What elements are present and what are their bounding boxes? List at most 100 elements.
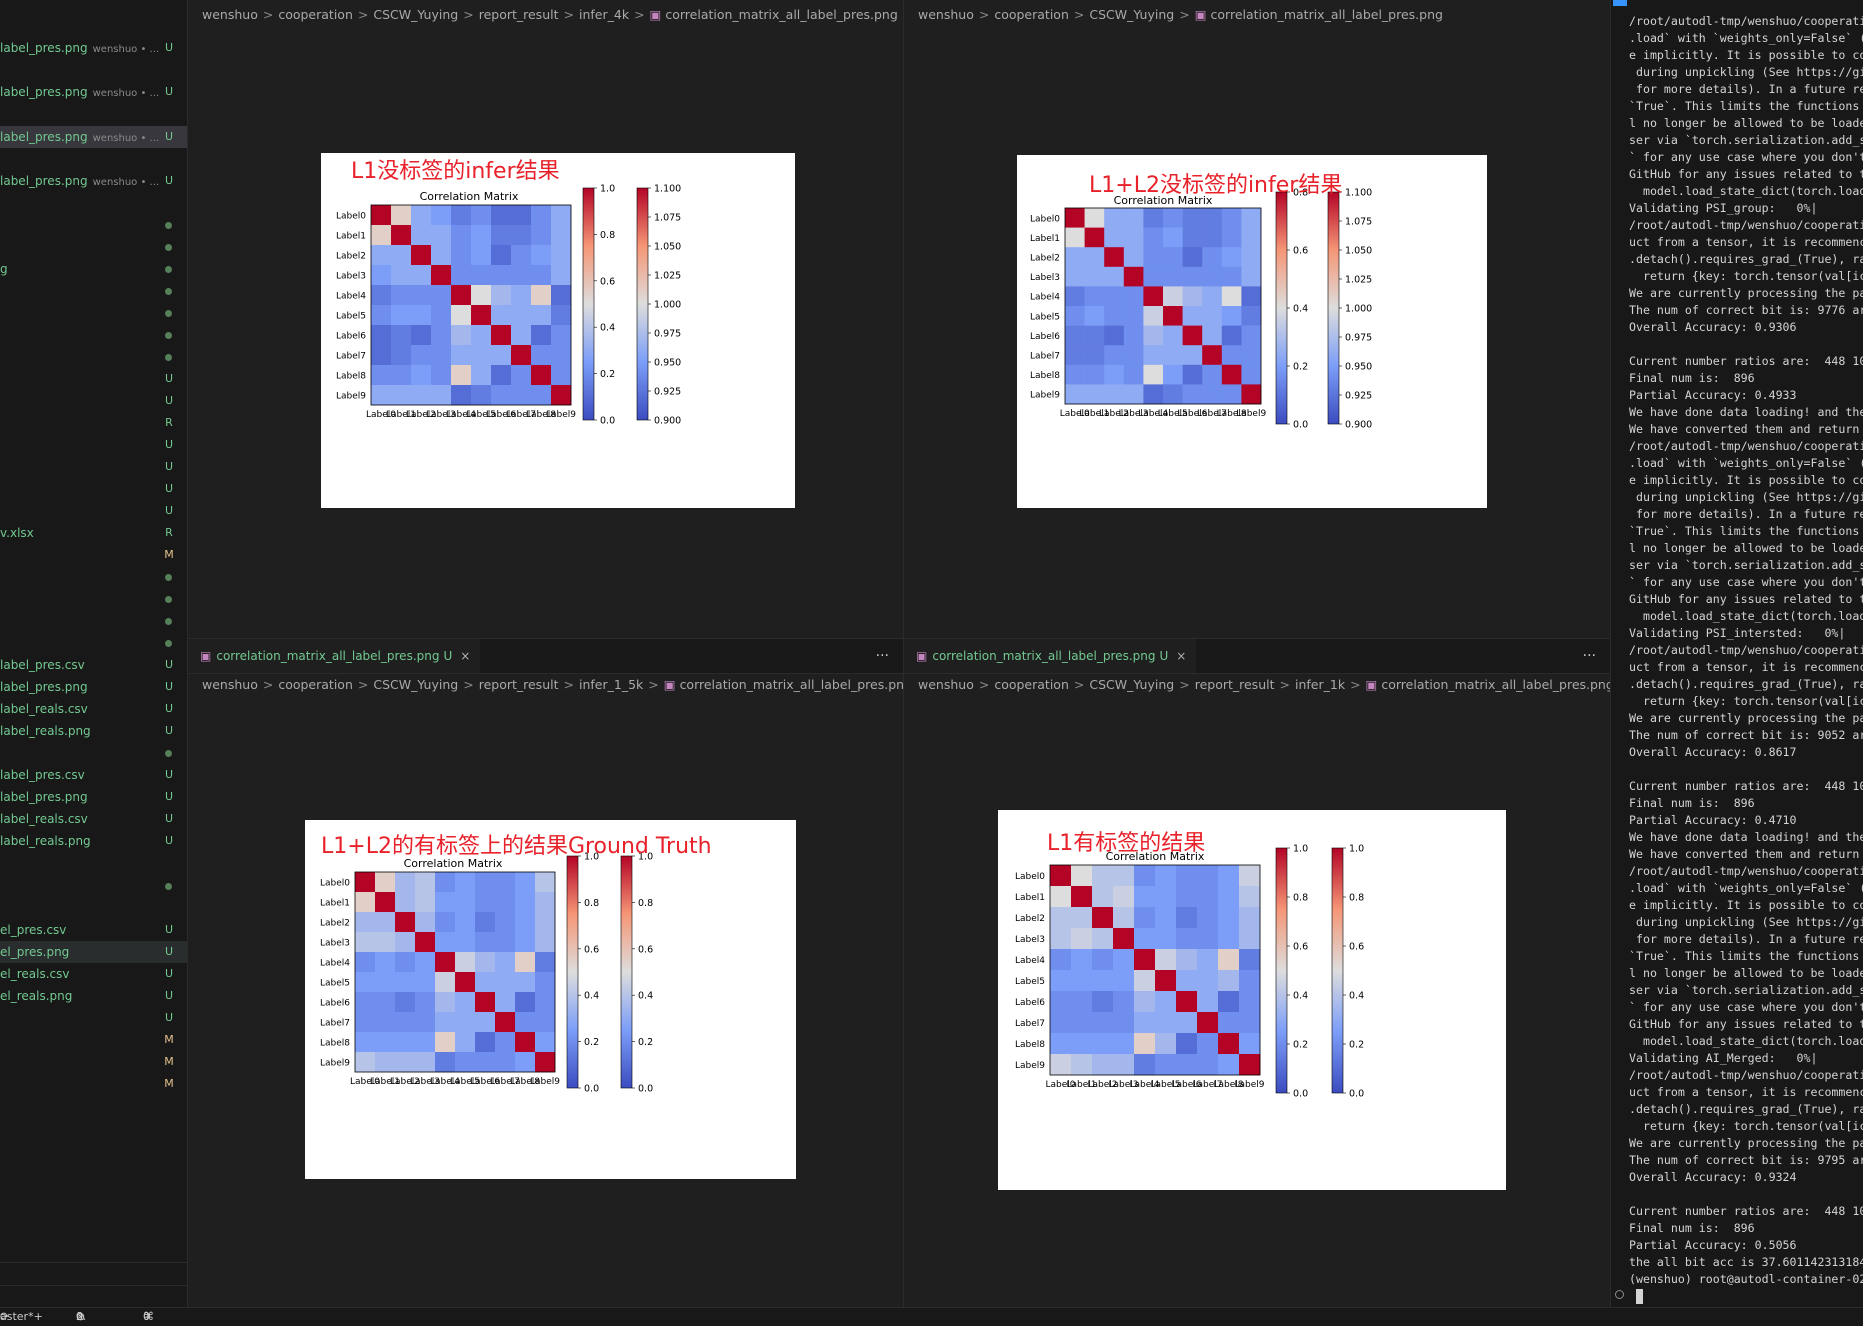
file-item[interactable]: U — [0, 1007, 187, 1029]
breadcrumb-item[interactable]: CSCW_Yuying — [1089, 677, 1175, 692]
breadcrumb-item[interactable]: wenshuo — [202, 7, 258, 22]
breadcrumb-item[interactable]: wenshuo — [202, 677, 258, 692]
file-item[interactable]: label_pres.png wenshuo • ... U — [0, 126, 187, 148]
row-label: Label1 — [1030, 234, 1060, 244]
file-item[interactable] — [0, 610, 187, 632]
file-item[interactable] — [0, 346, 187, 368]
file-item[interactable]: label_reals.csv U — [0, 698, 187, 720]
breadcrumb[interactable]: wenshuo > cooperation > CSCW_Yuying > ▣ correla… — [918, 4, 1443, 26]
file-item[interactable]: label_pres.png wenshuo • ... U — [0, 81, 187, 103]
file-item[interactable]: el_reals.csv U — [0, 963, 187, 985]
file-name: label_pres.png — [0, 790, 88, 804]
breadcrumb-item[interactable]: report_result — [478, 7, 559, 22]
file-item[interactable] — [0, 588, 187, 610]
heatmap-cell — [1071, 970, 1093, 992]
file-item[interactable] — [0, 302, 187, 324]
file-item[interactable] — [0, 632, 187, 654]
file-item[interactable]: v.xlsx R — [0, 522, 187, 544]
heatmap-cell — [455, 992, 476, 1013]
file-item[interactable]: label_reals.png U — [0, 720, 187, 742]
heatmap-cell — [431, 325, 452, 346]
breadcrumb-item[interactable]: cooperation — [278, 677, 353, 692]
file-item[interactable]: el_pres.csv U — [0, 919, 187, 941]
more-actions-icon[interactable]: ··· — [875, 648, 889, 664]
git-status-badge: U — [164, 702, 174, 715]
close-icon[interactable]: × — [1176, 649, 1187, 663]
file-item[interactable]: g — [0, 258, 187, 280]
file-item[interactable]: U — [0, 456, 187, 478]
file-item[interactable]: label_pres.png wenshuo • ... U — [0, 37, 187, 59]
close-icon[interactable]: × — [460, 649, 471, 663]
pane-divider[interactable] — [903, 0, 904, 1307]
file-item[interactable]: U — [0, 434, 187, 456]
file-item[interactable]: M — [0, 544, 187, 566]
file-item[interactable] — [0, 214, 187, 236]
tab-correlation-matrix[interactable]: ▣ correlation_matrix_all_label_pres.png U × — [904, 639, 1197, 673]
file-item[interactable]: label_pres.png U — [0, 676, 187, 698]
file-item[interactable]: U — [0, 390, 187, 412]
heatmap-cell — [411, 205, 432, 226]
breadcrumb-item[interactable]: correlation_matrix_all_label_pres.png — [665, 7, 898, 22]
breadcrumb-item[interactable]: correlation_matrix_all_label_pres.png — [1210, 7, 1443, 22]
breadcrumb-item[interactable]: CSCW_Yuying — [373, 677, 459, 692]
heatmap-cell — [1123, 345, 1144, 366]
file-item[interactable]: U — [0, 478, 187, 500]
tab-correlation-matrix[interactable]: ▣ correlation_matrix_all_label_pres.png U × — [188, 639, 481, 673]
image-preview: Correlation Matrix Label0 Label1 Label2 Labe… — [321, 153, 795, 508]
file-item[interactable]: label_reals.csv U — [0, 808, 187, 830]
breadcrumb[interactable]: wenshuo > cooperation > CSCW_Yuying > report_r… — [918, 674, 1610, 696]
breadcrumb-item[interactable]: CSCW_Yuying — [1089, 7, 1175, 22]
git-status-badge: U — [164, 658, 174, 671]
file-item[interactable] — [0, 324, 187, 346]
file-item[interactable]: el_pres.png U — [0, 941, 187, 963]
pane-divider[interactable] — [188, 638, 1610, 639]
file-item[interactable] — [0, 742, 187, 764]
file-item[interactable] — [0, 280, 187, 302]
file-item[interactable]: M — [0, 1029, 187, 1051]
heatmap-cell — [1176, 1054, 1198, 1076]
file-item[interactable]: label_pres.csv U — [0, 654, 187, 676]
git-status-badge: M — [164, 1077, 174, 1090]
breadcrumb-item[interactable]: correlation_matrix_all_label_pres.png — [679, 677, 903, 692]
file-item[interactable]: label_pres.png U — [0, 786, 187, 808]
heatmap-cell — [1050, 928, 1072, 950]
heatmap-cell — [451, 265, 472, 286]
breadcrumb-item[interactable]: CSCW_Yuying — [373, 7, 459, 22]
breadcrumb-item[interactable]: report_result — [478, 677, 559, 692]
more-actions-icon[interactable]: ··· — [1582, 648, 1596, 664]
file-item[interactable]: label_pres.png wenshuo • ... U — [0, 170, 187, 192]
terminal-scroll-marker — [1613, 0, 1627, 6]
breadcrumb-item[interactable]: infer_1k — [1294, 677, 1346, 692]
file-item[interactable]: U — [0, 368, 187, 390]
file-item[interactable]: R — [0, 412, 187, 434]
breadcrumb-item[interactable]: report_result — [1194, 677, 1275, 692]
git-status-badge: U — [164, 967, 174, 980]
heatmap-cell — [375, 912, 396, 933]
file-item[interactable]: U — [0, 500, 187, 522]
heatmap-cell — [1104, 247, 1125, 268]
breadcrumb-item[interactable]: cooperation — [994, 677, 1069, 692]
file-item[interactable]: el_reals.png U — [0, 985, 187, 1007]
heatmap-cell — [1143, 208, 1164, 228]
terminal-panel[interactable]: /root/autodl-tmp/wenshuo/cooperati .load… — [1610, 0, 1863, 1307]
file-item[interactable]: label_reals.png U — [0, 830, 187, 852]
breadcrumb-item[interactable]: wenshuo — [918, 677, 974, 692]
breadcrumb-item[interactable]: wenshuo — [918, 7, 974, 22]
breadcrumb-item[interactable]: infer_1_5k — [578, 677, 644, 692]
file-item[interactable]: M — [0, 1073, 187, 1095]
heatmap-cell — [491, 205, 512, 226]
heatmap-cell — [1113, 970, 1135, 992]
breadcrumb-item[interactable]: correlation_matrix_all_label_pres.png — [1381, 677, 1610, 692]
breadcrumb-item[interactable]: cooperation — [278, 7, 353, 22]
file-item[interactable] — [0, 236, 187, 258]
heatmap-cell — [1176, 949, 1198, 971]
breadcrumb[interactable]: wenshuo > cooperation > CSCW_Yuying > report_r… — [202, 4, 898, 26]
file-item[interactable] — [0, 875, 187, 897]
file-item[interactable] — [0, 566, 187, 588]
breadcrumb-item[interactable]: infer_4k — [578, 7, 630, 22]
breadcrumb-item[interactable]: cooperation — [994, 7, 1069, 22]
file-item[interactable]: label_pres.csv U — [0, 764, 187, 786]
breadcrumb[interactable]: wenshuo > cooperation > CSCW_Yuying > report_r… — [202, 674, 903, 696]
file-item[interactable]: M — [0, 1051, 187, 1073]
heatmap-cell — [551, 325, 572, 346]
